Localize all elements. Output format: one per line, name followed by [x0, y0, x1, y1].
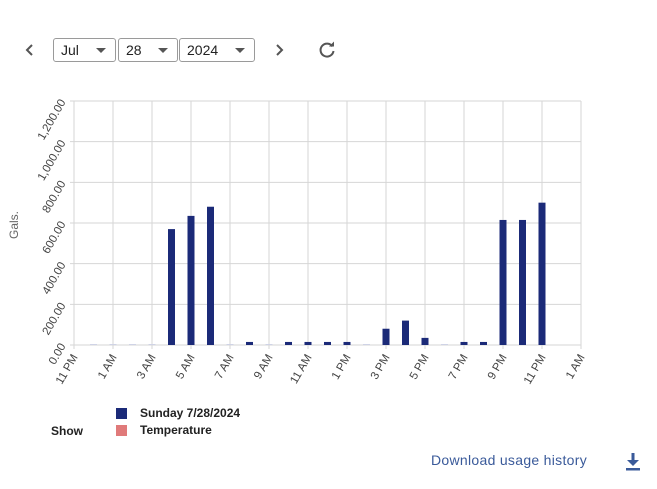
y-tick-label: 1,200.00 [36, 98, 69, 143]
x-tick-label: 5 PM [408, 353, 432, 382]
bar-7-pm[interactable] [460, 341, 468, 345]
bar-10-am[interactable] [285, 341, 292, 345]
bar-10-pm[interactable] [519, 219, 526, 345]
bar-1-am[interactable] [109, 344, 117, 345]
bar-9-am[interactable] [265, 344, 273, 345]
y-axis-label: Gals. [7, 211, 21, 239]
y-axis-ticks: 0.00200.00400.00600.00800.001,000.001,20… [36, 98, 69, 367]
x-tick-label: 3 PM [369, 353, 393, 382]
legend-swatch-usage[interactable] [116, 408, 127, 419]
y-tick-label: 600.00 [41, 220, 69, 256]
x-tick-label: 5 AM [174, 353, 198, 382]
bar-3-pm[interactable] [382, 328, 390, 345]
x-tick-label: 7 AM [213, 353, 237, 382]
bar-5-pm[interactable] [421, 337, 429, 345]
x-tick-label: 9 PM [486, 353, 510, 382]
y-tick-label: 1,000.00 [36, 138, 69, 183]
month-select[interactable]: Jul [53, 38, 116, 62]
chevron-down-icon [96, 48, 106, 53]
bar-9-pm[interactable] [499, 219, 507, 345]
day-value: 28 [126, 42, 142, 58]
chevron-right-icon[interactable] [267, 38, 291, 62]
year-select[interactable]: 2024 [179, 38, 255, 62]
bar-11-pm[interactable] [538, 202, 546, 345]
y-tick-label: 400.00 [41, 260, 69, 296]
bar-12-am[interactable] [90, 344, 97, 345]
x-tick-label: 11 AM [288, 353, 314, 386]
date-toolbar: Jul 28 2024 [0, 0, 657, 80]
month-value: Jul [61, 42, 79, 58]
usage-chart: 0.00200.00400.00600.00800.001,000.001,20… [7, 98, 588, 387]
show-label: Show [51, 424, 83, 438]
x-tick-label: 1 PM [330, 353, 354, 382]
chevron-down-icon [158, 48, 168, 53]
chart-bars [90, 202, 546, 345]
bar-11-am[interactable] [304, 341, 312, 345]
download-history-link[interactable]: Download usage history [431, 452, 588, 468]
legend-label-usage[interactable]: Sunday 7/28/2024 [140, 406, 241, 420]
download-icon[interactable] [624, 452, 642, 472]
bar-2-am[interactable] [129, 344, 136, 345]
chart-grid [70, 100, 582, 349]
bar-6-am[interactable] [207, 206, 214, 345]
bar-5-am[interactable] [187, 215, 195, 345]
bar-12-pm[interactable] [324, 341, 331, 345]
x-tick-label: 1 AM [564, 353, 588, 382]
day-select[interactable]: 28 [118, 38, 178, 62]
x-tick-label: 9 AM [252, 353, 276, 382]
bar-8-pm[interactable] [480, 341, 487, 345]
bar-1-pm[interactable] [343, 341, 351, 345]
x-axis-ticks: 11 PM 1 AM 3 AM 5 AM 7 AM 9 AM 11 AM 1 PM 3 PM 5 … [54, 353, 588, 387]
bar-4-pm[interactable] [402, 320, 409, 345]
chart-legend: Sunday 7/28/2024 Show Temperature [0, 400, 657, 440]
y-tick-label: 800.00 [41, 179, 69, 215]
legend-label-temperature[interactable]: Temperature [140, 423, 212, 437]
bar-7-am[interactable] [226, 344, 234, 345]
legend-swatch-temperature[interactable] [116, 425, 127, 436]
bar-8-am[interactable] [246, 341, 253, 345]
refresh-icon[interactable] [315, 38, 339, 62]
chevron-down-icon [235, 48, 245, 53]
x-tick-label: 3 AM [135, 353, 159, 382]
x-tick-label: 1 AM [96, 353, 120, 382]
y-tick-label: 200.00 [41, 301, 69, 337]
x-tick-label: 11 PM [522, 353, 549, 387]
bar-3-am[interactable] [148, 344, 156, 345]
bar-4-am[interactable] [168, 229, 175, 345]
year-value: 2024 [187, 42, 219, 58]
bar-2-pm[interactable] [363, 344, 370, 345]
x-tick-label: 7 PM [447, 353, 471, 382]
chevron-left-icon[interactable] [18, 38, 42, 62]
bar-6-pm[interactable] [441, 344, 448, 345]
